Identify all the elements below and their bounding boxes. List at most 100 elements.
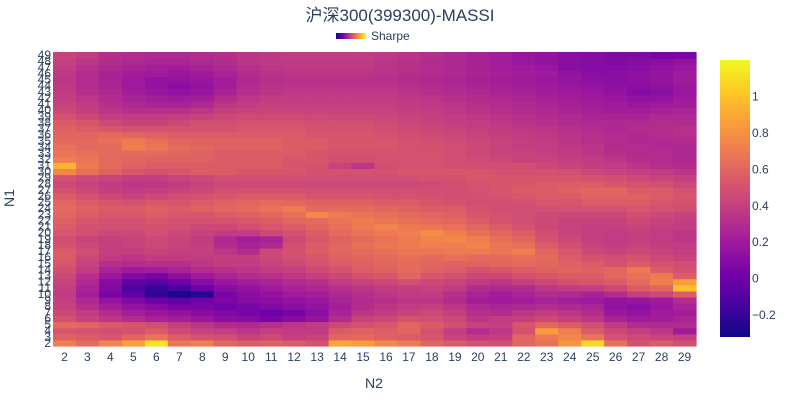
- heatmap-cell[interactable]: [650, 254, 674, 261]
- heatmap-cell[interactable]: [374, 101, 399, 108]
- heatmap-cell[interactable]: [53, 70, 77, 78]
- heatmap-cell[interactable]: [328, 107, 353, 114]
- heatmap-cell[interactable]: [144, 303, 169, 310]
- heatmap-cell[interactable]: [121, 266, 146, 274]
- heatmap-cell[interactable]: [512, 156, 536, 163]
- heatmap-cell[interactable]: [512, 284, 536, 292]
- heatmap-cell[interactable]: [167, 297, 192, 304]
- heatmap-cell[interactable]: [75, 58, 100, 65]
- heatmap-cell[interactable]: [236, 290, 261, 298]
- heatmap-cell[interactable]: [604, 131, 628, 139]
- heatmap-cell[interactable]: [443, 168, 467, 176]
- heatmap-cell[interactable]: [374, 235, 399, 243]
- heatmap-cell[interactable]: [190, 70, 215, 78]
- heatmap-cell[interactable]: [673, 82, 697, 90]
- heatmap-cell[interactable]: [121, 64, 146, 71]
- heatmap-cell[interactable]: [328, 284, 353, 292]
- heatmap-cell[interactable]: [535, 266, 559, 274]
- heatmap-cell[interactable]: [121, 303, 146, 310]
- heatmap-cell[interactable]: [282, 260, 307, 267]
- heatmap-cell[interactable]: [466, 211, 490, 218]
- heatmap-cell[interactable]: [259, 266, 284, 274]
- heatmap-cell[interactable]: [53, 235, 77, 243]
- heatmap-cell[interactable]: [581, 199, 605, 206]
- heatmap-cell[interactable]: [213, 284, 238, 292]
- heatmap-cell[interactable]: [98, 284, 123, 292]
- heatmap-cell[interactable]: [489, 290, 513, 298]
- heatmap-cell[interactable]: [627, 217, 651, 225]
- heatmap-cell[interactable]: [397, 180, 422, 188]
- heatmap-cell[interactable]: [190, 199, 215, 206]
- heatmap-cell[interactable]: [213, 52, 238, 59]
- heatmap-cell[interactable]: [259, 174, 284, 182]
- heatmap-cell[interactable]: [328, 211, 353, 218]
- heatmap-cell[interactable]: [397, 333, 422, 341]
- heatmap-cell[interactable]: [351, 315, 376, 323]
- heatmap-cell[interactable]: [397, 156, 422, 163]
- heatmap-cell[interactable]: [121, 88, 146, 96]
- heatmap-cell[interactable]: [466, 303, 490, 310]
- heatmap-cell[interactable]: [673, 174, 697, 182]
- heatmap-cell[interactable]: [374, 125, 399, 133]
- heatmap-cell[interactable]: [53, 156, 77, 163]
- heatmap-cell[interactable]: [466, 186, 490, 194]
- heatmap-cell[interactable]: [144, 186, 169, 194]
- heatmap-cell[interactable]: [351, 101, 376, 108]
- heatmap-cell[interactable]: [650, 339, 674, 347]
- heatmap-cell[interactable]: [259, 76, 284, 84]
- heatmap-cell[interactable]: [144, 217, 169, 225]
- heatmap-cell[interactable]: [650, 260, 674, 267]
- heatmap-cell[interactable]: [374, 199, 399, 206]
- heatmap-cell[interactable]: [604, 248, 628, 255]
- heatmap-cell[interactable]: [144, 137, 169, 145]
- heatmap-cell[interactable]: [98, 70, 123, 78]
- heatmap-cell[interactable]: [604, 272, 628, 280]
- heatmap-cell[interactable]: [558, 303, 582, 310]
- heatmap-cell[interactable]: [535, 223, 559, 231]
- heatmap-cell[interactable]: [535, 94, 559, 102]
- heatmap-cell[interactable]: [420, 260, 444, 267]
- heatmap-cell[interactable]: [213, 58, 238, 65]
- heatmap-cell[interactable]: [282, 168, 307, 176]
- heatmap-cell[interactable]: [190, 150, 215, 157]
- heatmap-cell[interactable]: [650, 137, 674, 145]
- heatmap-cell[interactable]: [190, 260, 215, 267]
- heatmap-cell[interactable]: [443, 303, 467, 310]
- heatmap-cell[interactable]: [144, 229, 169, 237]
- heatmap-cell[interactable]: [236, 137, 261, 145]
- heatmap-cell[interactable]: [512, 94, 536, 102]
- heatmap-cell[interactable]: [75, 70, 100, 78]
- heatmap-cell[interactable]: [213, 290, 238, 298]
- heatmap-cell[interactable]: [512, 223, 536, 231]
- heatmap-cell[interactable]: [627, 52, 651, 59]
- heatmap-cell[interactable]: [259, 199, 284, 206]
- heatmap-cell[interactable]: [167, 174, 192, 182]
- heatmap-cell[interactable]: [259, 101, 284, 108]
- heatmap-cell[interactable]: [673, 327, 697, 335]
- heatmap-cell[interactable]: [213, 327, 238, 335]
- heatmap-cell[interactable]: [627, 131, 651, 139]
- heatmap-cell[interactable]: [558, 254, 582, 261]
- heatmap-cell[interactable]: [512, 235, 536, 243]
- heatmap-cell[interactable]: [328, 272, 353, 280]
- heatmap-cell[interactable]: [650, 235, 674, 243]
- heatmap-cell[interactable]: [213, 88, 238, 96]
- heatmap-cell[interactable]: [558, 229, 582, 237]
- heatmap-cell[interactable]: [604, 309, 628, 316]
- heatmap-cell[interactable]: [489, 162, 513, 169]
- heatmap-cell[interactable]: [305, 284, 330, 292]
- heatmap-cell[interactable]: [121, 235, 146, 243]
- heatmap-cell[interactable]: [213, 143, 238, 151]
- heatmap-cell[interactable]: [489, 309, 513, 316]
- heatmap-cell[interactable]: [374, 162, 399, 169]
- heatmap-cell[interactable]: [443, 254, 467, 261]
- heatmap-cell[interactable]: [144, 266, 169, 274]
- heatmap-cell[interactable]: [351, 107, 376, 114]
- heatmap-cell[interactable]: [558, 278, 582, 286]
- heatmap-cell[interactable]: [190, 156, 215, 163]
- heatmap-cell[interactable]: [236, 303, 261, 310]
- heatmap-cell[interactable]: [213, 156, 238, 163]
- heatmap-cell[interactable]: [466, 254, 490, 261]
- heatmap-cell[interactable]: [604, 156, 628, 163]
- heatmap-cell[interactable]: [627, 248, 651, 255]
